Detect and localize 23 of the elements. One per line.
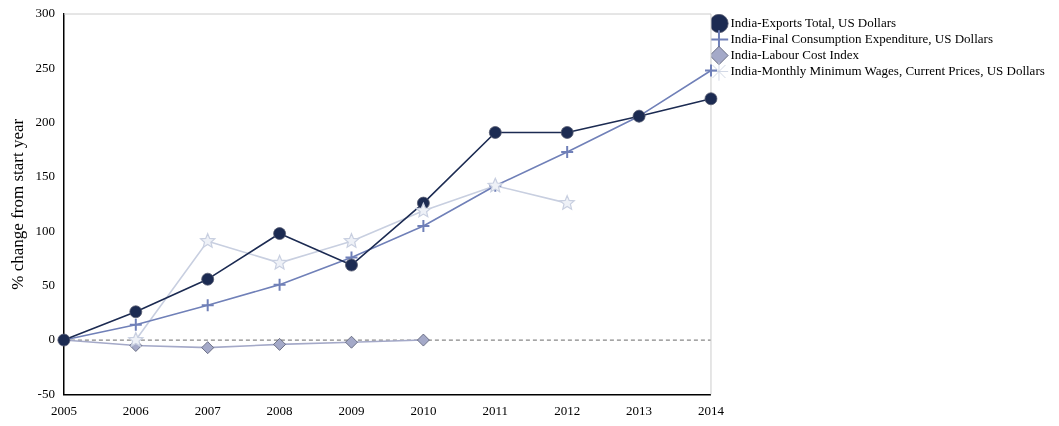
x-tick-label: 2007	[194, 402, 222, 418]
legend-label: India-Exports Total, US Dollars	[730, 14, 897, 30]
x-tick-label: 2010	[410, 402, 437, 418]
y-tick-label: 300	[35, 5, 55, 21]
x-tick-label: 2013	[626, 402, 653, 418]
legend-label: India-Labour Cost Index	[730, 46, 860, 62]
x-tick-label: 2014	[697, 402, 725, 418]
y-tick-label: 0	[48, 331, 55, 347]
x-tick-label: 2012	[554, 402, 581, 418]
x-tick-label: 2005	[50, 402, 77, 418]
x-tick-label: 2011	[482, 402, 509, 418]
y-tick-label: 100	[35, 222, 55, 238]
y-tick-label: 200	[35, 114, 55, 130]
y-tick-label: -50	[37, 385, 55, 401]
x-tick-label: 2008	[266, 402, 293, 418]
y-tick-label: 150	[35, 168, 55, 184]
y-tick-label: 250	[35, 59, 55, 75]
legend-label: India-Monthly Minimum Wages, Current Prices, US Dollars	[730, 62, 1045, 78]
legend-label: India-Final Consumption Expenditure, US Dollars	[730, 30, 993, 46]
x-tick-label: 2006	[122, 402, 150, 418]
x-tick-label: 2009	[338, 402, 365, 418]
y-tick-label: 50	[41, 277, 55, 293]
y-axis-title: % change from start year	[7, 118, 27, 290]
